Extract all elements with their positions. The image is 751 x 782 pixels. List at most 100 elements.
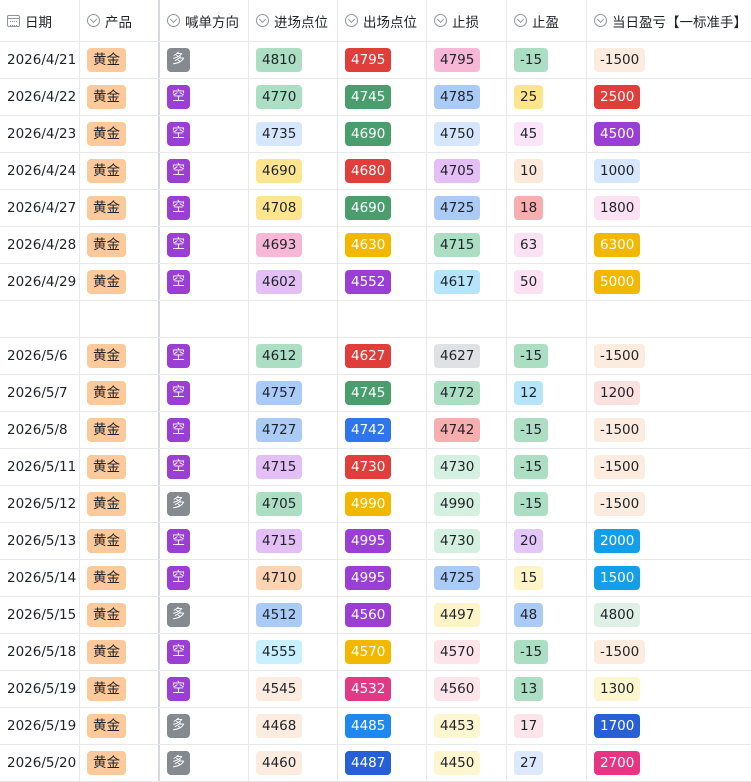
entry-cell[interactable]: 4612 <box>249 338 338 374</box>
stop-cell[interactable]: 4725 <box>427 190 507 226</box>
exit-cell[interactable]: 4560 <box>338 597 427 633</box>
date-cell[interactable]: 2026/4/22 <box>0 79 80 115</box>
pnl-cell[interactable]: 2700 <box>587 745 751 781</box>
date-cell[interactable]: 2026/5/20 <box>0 745 80 781</box>
exit-cell[interactable]: 4995 <box>338 560 427 596</box>
header-stop[interactable]: 止损 <box>427 0 507 41</box>
header-date[interactable]: 日期 <box>0 0 80 41</box>
exit-cell[interactable]: 4532 <box>338 671 427 707</box>
date-cell[interactable]: 2026/5/12 <box>0 486 80 522</box>
direction-cell[interactable]: 多 <box>160 745 249 781</box>
header-take[interactable]: 止盈 <box>507 0 587 41</box>
product-cell[interactable]: 黄金 <box>80 597 160 633</box>
product-cell[interactable]: 黄金 <box>80 671 160 707</box>
exit-cell[interactable]: 4730 <box>338 449 427 485</box>
stop-cell[interactable]: 4497 <box>427 597 507 633</box>
exit-cell[interactable]: 4795 <box>338 42 427 78</box>
take-cell[interactable]: 13 <box>507 671 587 707</box>
exit-cell[interactable]: 4990 <box>338 486 427 522</box>
pnl-cell[interactable]: -1500 <box>587 412 751 448</box>
take-cell[interactable] <box>507 301 587 337</box>
product-cell[interactable]: 黄金 <box>80 42 160 78</box>
table-row[interactable]: 2026/4/21 黄金 多 4810 4795 4795 -15 -1500 <box>0 42 751 79</box>
direction-cell[interactable]: 空 <box>160 560 249 596</box>
stop-cell[interactable]: 4730 <box>427 523 507 559</box>
exit-cell[interactable]: 4630 <box>338 227 427 263</box>
entry-cell[interactable]: 4545 <box>249 671 338 707</box>
exit-cell[interactable]: 4485 <box>338 708 427 744</box>
stop-cell[interactable]: 4705 <box>427 153 507 189</box>
stop-cell[interactable]: 4990 <box>427 486 507 522</box>
date-cell[interactable]: 2026/4/21 <box>0 42 80 78</box>
table-row[interactable]: 2026/5/15 黄金 多 4512 4560 4497 48 4800 <box>0 597 751 634</box>
entry-cell[interactable]: 4715 <box>249 449 338 485</box>
pnl-cell[interactable]: 1200 <box>587 375 751 411</box>
date-cell[interactable]: 2026/4/29 <box>0 264 80 300</box>
exit-cell[interactable]: 4680 <box>338 153 427 189</box>
take-cell[interactable]: -15 <box>507 486 587 522</box>
stop-cell[interactable]: 4772 <box>427 375 507 411</box>
stop-cell[interactable]: 4795 <box>427 42 507 78</box>
pnl-cell[interactable]: -1500 <box>587 449 751 485</box>
entry-cell[interactable]: 4710 <box>249 560 338 596</box>
exit-cell[interactable] <box>338 301 427 337</box>
entry-cell[interactable]: 4693 <box>249 227 338 263</box>
take-cell[interactable]: 25 <box>507 79 587 115</box>
table-row[interactable]: 2026/5/18 黄金 空 4555 4570 4570 -15 -1500 <box>0 634 751 671</box>
date-cell[interactable] <box>0 301 80 337</box>
direction-cell[interactable]: 空 <box>160 523 249 559</box>
stop-cell[interactable]: 4570 <box>427 634 507 670</box>
direction-cell[interactable]: 空 <box>160 79 249 115</box>
direction-cell[interactable]: 空 <box>160 449 249 485</box>
exit-cell[interactable]: 4552 <box>338 264 427 300</box>
product-cell[interactable]: 黄金 <box>80 486 160 522</box>
pnl-cell[interactable]: 2000 <box>587 523 751 559</box>
pnl-cell[interactable]: 1700 <box>587 708 751 744</box>
product-cell[interactable]: 黄金 <box>80 79 160 115</box>
pnl-cell[interactable]: 6300 <box>587 227 751 263</box>
date-cell[interactable]: 2026/4/28 <box>0 227 80 263</box>
table-row[interactable]: 2026/5/7 黄金 空 4757 4745 4772 12 1200 <box>0 375 751 412</box>
take-cell[interactable]: 18 <box>507 190 587 226</box>
stop-cell[interactable]: 4560 <box>427 671 507 707</box>
entry-cell[interactable]: 4735 <box>249 116 338 152</box>
take-cell[interactable]: 50 <box>507 264 587 300</box>
stop-cell[interactable]: 4453 <box>427 708 507 744</box>
product-cell[interactable]: 黄金 <box>80 338 160 374</box>
direction-cell[interactable]: 空 <box>160 412 249 448</box>
stop-cell[interactable]: 4715 <box>427 227 507 263</box>
table-row[interactable]: 2026/5/11 黄金 空 4715 4730 4730 -15 -1500 <box>0 449 751 486</box>
product-cell[interactable]: 黄金 <box>80 634 160 670</box>
entry-cell[interactable]: 4727 <box>249 412 338 448</box>
entry-cell[interactable] <box>249 301 338 337</box>
product-cell[interactable]: 黄金 <box>80 412 160 448</box>
entry-cell[interactable]: 4460 <box>249 745 338 781</box>
date-cell[interactable]: 2026/5/8 <box>0 412 80 448</box>
product-cell[interactable]: 黄金 <box>80 449 160 485</box>
entry-cell[interactable]: 4810 <box>249 42 338 78</box>
table-row[interactable]: 2026/4/24 黄金 空 4690 4680 4705 10 1000 <box>0 153 751 190</box>
table-row[interactable]: 2026/4/22 黄金 空 4770 4745 4785 25 2500 <box>0 79 751 116</box>
take-cell[interactable]: 15 <box>507 560 587 596</box>
exit-cell[interactable]: 4627 <box>338 338 427 374</box>
entry-cell[interactable]: 4705 <box>249 486 338 522</box>
take-cell[interactable]: 20 <box>507 523 587 559</box>
table-row[interactable]: 2026/4/23 黄金 空 4735 4690 4750 45 4500 <box>0 116 751 153</box>
pnl-cell[interactable]: 4500 <box>587 116 751 152</box>
direction-cell[interactable]: 空 <box>160 264 249 300</box>
header-entry[interactable]: 进场点位 <box>249 0 338 41</box>
entry-cell[interactable]: 4770 <box>249 79 338 115</box>
take-cell[interactable]: 27 <box>507 745 587 781</box>
direction-cell[interactable] <box>160 301 249 337</box>
exit-cell[interactable]: 4995 <box>338 523 427 559</box>
direction-cell[interactable]: 空 <box>160 671 249 707</box>
date-cell[interactable]: 2026/5/13 <box>0 523 80 559</box>
take-cell[interactable]: 63 <box>507 227 587 263</box>
date-cell[interactable]: 2026/5/11 <box>0 449 80 485</box>
table-row[interactable]: 2026/4/28 黄金 空 4693 4630 4715 63 6300 <box>0 227 751 264</box>
stop-cell[interactable]: 4750 <box>427 116 507 152</box>
direction-cell[interactable]: 空 <box>160 634 249 670</box>
pnl-cell[interactable]: 1000 <box>587 153 751 189</box>
take-cell[interactable]: -15 <box>507 338 587 374</box>
date-cell[interactable]: 2026/5/19 <box>0 708 80 744</box>
